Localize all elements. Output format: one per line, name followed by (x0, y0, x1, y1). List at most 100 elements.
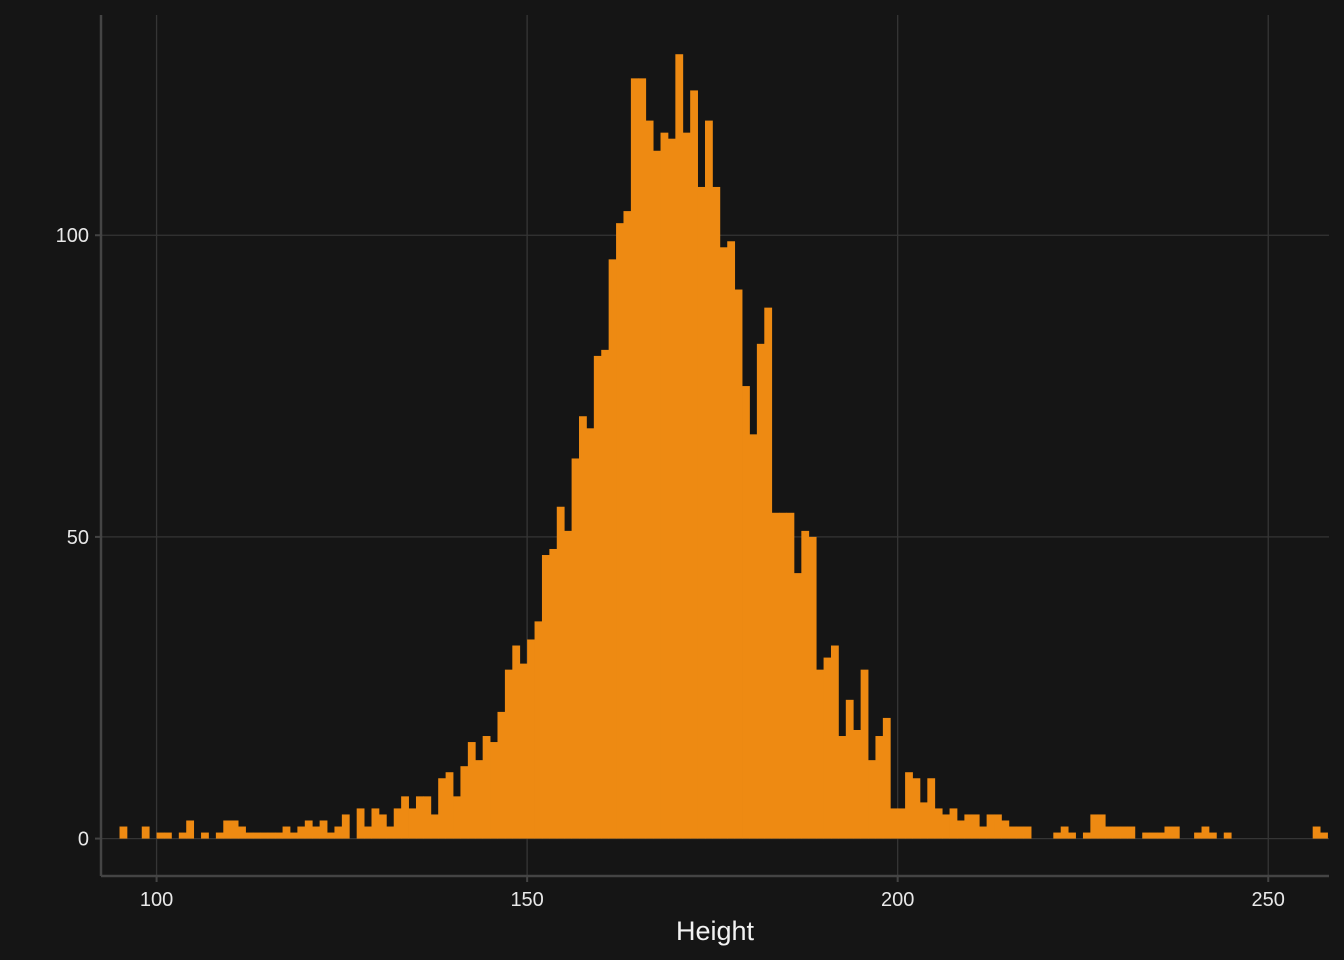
histogram-bar (215, 832, 224, 839)
histogram-bar (697, 186, 706, 839)
histogram-bar (163, 832, 172, 839)
histogram-bar (1060, 826, 1069, 839)
histogram-bar (541, 555, 550, 839)
histogram-bar (942, 814, 950, 839)
histogram-bar (371, 808, 380, 839)
histogram-bar (430, 814, 439, 839)
histogram-bar (1142, 832, 1151, 839)
histogram-bar (853, 729, 862, 839)
histogram-bar (616, 223, 624, 839)
histogram-bar (919, 802, 928, 839)
histogram-bar (341, 814, 350, 839)
y-tick-label: 100 (56, 225, 89, 247)
histogram-bar (868, 760, 876, 839)
histogram-bar (608, 259, 617, 839)
histogram-bar (771, 512, 780, 839)
histogram-bars (119, 54, 1328, 839)
histogram-bar (319, 820, 328, 839)
histogram-bar (312, 826, 321, 839)
x-tick-label: 100 (140, 889, 173, 911)
histogram-bar (845, 699, 854, 839)
histogram-bar (252, 832, 261, 839)
histogram-bar (882, 717, 891, 839)
histogram-bar (512, 645, 521, 839)
histogram-bar (890, 808, 899, 839)
histogram-bar (927, 778, 936, 839)
histogram-bar (141, 826, 150, 839)
histogram-bar (1105, 826, 1113, 839)
histogram-bar (490, 742, 498, 839)
histogram-bar (586, 428, 595, 839)
y-tick-label: 50 (67, 527, 89, 549)
y-tick-label: 0 (78, 829, 89, 851)
histogram-bar (979, 826, 988, 839)
histogram-bar (504, 669, 513, 839)
histogram-bar (801, 530, 810, 839)
histogram-bar (467, 742, 476, 839)
histogram-bar (482, 736, 491, 839)
histogram-bar (415, 796, 424, 839)
histogram-bar (453, 796, 461, 839)
histogram-bar (238, 826, 246, 839)
histogram-bar (378, 814, 387, 839)
histogram-bar (230, 820, 239, 839)
histogram-bar (1023, 826, 1032, 839)
histogram-bar (445, 772, 454, 839)
histogram-bar (201, 832, 209, 839)
histogram-bar (1223, 832, 1232, 839)
histogram-bar (282, 826, 291, 839)
histogram-bar (638, 78, 647, 839)
histogram-bar (1016, 826, 1025, 839)
histogram-bar (223, 820, 232, 839)
histogram-bar (808, 536, 817, 839)
histogram-bar (1090, 814, 1099, 839)
histogram-bar (460, 766, 469, 839)
histogram-bar (334, 826, 343, 839)
histogram-bar (712, 186, 721, 839)
histogram-bar (1068, 832, 1076, 839)
histogram-bar (327, 832, 335, 839)
histogram-bar (645, 120, 654, 839)
histogram-bar (1053, 832, 1062, 839)
histogram-bar (267, 832, 276, 839)
histogram-bar (1112, 826, 1121, 839)
histogram-bar (994, 814, 1002, 839)
histogram-bar (830, 645, 839, 839)
histogram-bar (1171, 826, 1180, 839)
x-tick-labels: 100 150 200 250 (140, 889, 1285, 911)
histogram-bar (719, 247, 728, 839)
x-tick-label: 150 (510, 889, 543, 911)
histogram-bar (690, 90, 698, 839)
histogram-bar (734, 289, 743, 839)
histogram-bar (260, 832, 269, 839)
histogram-bar (571, 458, 580, 839)
histogram-bar (527, 639, 535, 839)
histogram-bar (356, 808, 365, 839)
histogram-bar (364, 826, 372, 839)
histogram-bar (1008, 826, 1017, 839)
histogram-bar (593, 355, 602, 839)
histogram-bar (956, 820, 965, 839)
histogram-bar (408, 808, 417, 839)
histogram-bar (682, 132, 691, 839)
x-tick-label: 250 (1252, 889, 1285, 911)
histogram-bar (779, 512, 787, 839)
histogram-bar (964, 814, 973, 839)
histogram-bar (623, 211, 632, 839)
histogram-bar (897, 808, 906, 839)
histogram-bar (949, 808, 958, 839)
histogram-bar (704, 120, 713, 839)
histogram-bar (742, 386, 750, 839)
histogram-bar (549, 548, 558, 839)
histogram-bar (912, 778, 921, 839)
histogram-bar (119, 826, 128, 839)
histogram-bar (1127, 826, 1136, 839)
histogram-bar (1120, 826, 1128, 839)
histogram-bar (764, 307, 773, 839)
histogram-bar (1312, 826, 1321, 839)
histogram-bar (1320, 832, 1328, 839)
histogram-bar (178, 832, 187, 839)
histogram-bar (556, 506, 565, 839)
histogram-bar (653, 150, 661, 839)
